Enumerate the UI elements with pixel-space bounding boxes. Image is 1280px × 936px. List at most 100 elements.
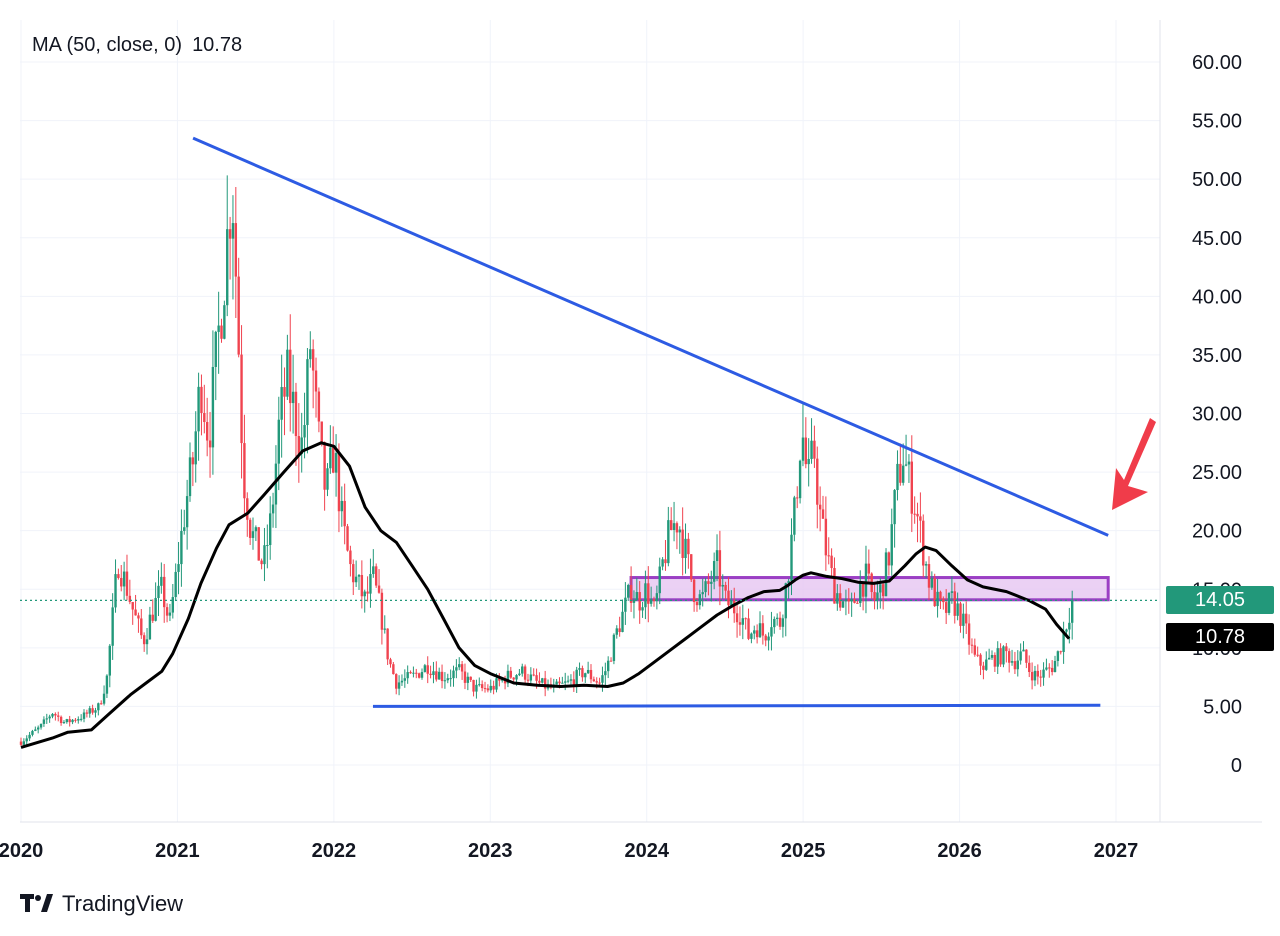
- candle: [314, 357, 318, 418]
- candle: [406, 665, 409, 684]
- candle-body: [947, 592, 951, 613]
- candle-body: [1019, 651, 1022, 661]
- last-price-label: 14.05: [1166, 586, 1274, 614]
- candle-body: [698, 594, 702, 606]
- candle: [970, 638, 974, 654]
- candle-body: [125, 571, 129, 596]
- candle: [690, 554, 693, 583]
- candle: [415, 668, 418, 679]
- candle: [615, 625, 618, 639]
- candle-body: [163, 576, 166, 608]
- candle: [1002, 645, 1005, 668]
- candle-body: [492, 685, 495, 690]
- candle: [1045, 658, 1048, 671]
- candle: [82, 709, 86, 723]
- ma-polyline: [20, 441, 1071, 749]
- candle: [483, 681, 487, 693]
- candle: [117, 568, 120, 580]
- candle: [77, 716, 80, 724]
- candle-body: [366, 591, 369, 594]
- candle: [437, 667, 441, 680]
- candle: [237, 257, 240, 358]
- candle-body: [810, 440, 813, 459]
- candle-body: [271, 504, 275, 514]
- candle: [936, 579, 939, 618]
- candle-body: [962, 613, 965, 626]
- candle-body: [309, 349, 312, 360]
- brand-name: TradingView: [62, 891, 184, 916]
- candle-body: [268, 513, 272, 546]
- candle-body: [632, 600, 636, 603]
- candle: [735, 604, 739, 638]
- candle-body: [936, 591, 939, 607]
- candle: [243, 414, 246, 514]
- candle: [94, 707, 97, 718]
- candle: [816, 446, 819, 529]
- candle-body: [151, 614, 154, 621]
- candle: [257, 527, 260, 561]
- candle-body: [707, 581, 710, 584]
- candle-body: [472, 679, 475, 692]
- candle: [566, 675, 570, 684]
- candle-body: [389, 659, 392, 665]
- candle-body: [223, 305, 226, 339]
- tradingview-brand[interactable]: TradingView: [20, 891, 183, 917]
- candle-body: [208, 440, 212, 448]
- candle-body: [432, 671, 435, 676]
- candle-body: [618, 628, 621, 633]
- candle-body: [291, 391, 295, 404]
- candle-body: [538, 680, 541, 683]
- candle-body: [973, 645, 977, 655]
- candle: [761, 615, 765, 645]
- candle: [764, 633, 767, 647]
- candle: [134, 594, 137, 616]
- candle: [655, 585, 659, 610]
- candle-body: [478, 684, 481, 686]
- indicator-legend[interactable]: MA (50, close, 0) 10.78: [32, 34, 252, 57]
- candle-body: [194, 431, 197, 465]
- candle: [1071, 590, 1074, 640]
- candlestick-series: [19, 175, 1074, 748]
- candle: [203, 384, 206, 434]
- candle: [967, 614, 971, 655]
- candle: [492, 680, 495, 695]
- candle-body: [183, 527, 186, 531]
- candle-body: [174, 571, 177, 598]
- candle-body: [535, 675, 538, 681]
- candle: [979, 653, 982, 676]
- candle-body: [251, 531, 255, 538]
- candle: [541, 677, 544, 684]
- candle-body: [205, 422, 209, 441]
- trendlines: [20, 136, 1160, 708]
- candle-body: [558, 681, 561, 684]
- candle: [644, 570, 647, 620]
- candle: [403, 669, 407, 688]
- candle-body: [738, 622, 742, 625]
- candle-body: [1028, 662, 1031, 672]
- candle-body: [836, 593, 839, 604]
- candle: [326, 463, 329, 497]
- candle-body: [217, 325, 220, 332]
- candle: [39, 723, 43, 730]
- candle-body: [827, 555, 830, 557]
- candle: [990, 650, 994, 660]
- candle-body: [429, 673, 432, 676]
- candle-body: [71, 719, 74, 723]
- candle: [452, 665, 455, 687]
- candle: [283, 367, 286, 436]
- candle-body: [715, 550, 719, 562]
- candle-body: [426, 665, 429, 674]
- candle: [847, 588, 850, 614]
- candle: [1048, 663, 1051, 678]
- candle-body: [561, 682, 564, 684]
- candle-body: [598, 682, 601, 684]
- candle: [366, 576, 369, 602]
- candle-body: [712, 561, 716, 582]
- candle: [183, 509, 186, 535]
- candle: [128, 579, 132, 605]
- candle-body: [19, 741, 23, 745]
- candle-body: [950, 591, 954, 593]
- candle-body: [62, 722, 66, 724]
- y-tick-label: 0: [1231, 755, 1242, 777]
